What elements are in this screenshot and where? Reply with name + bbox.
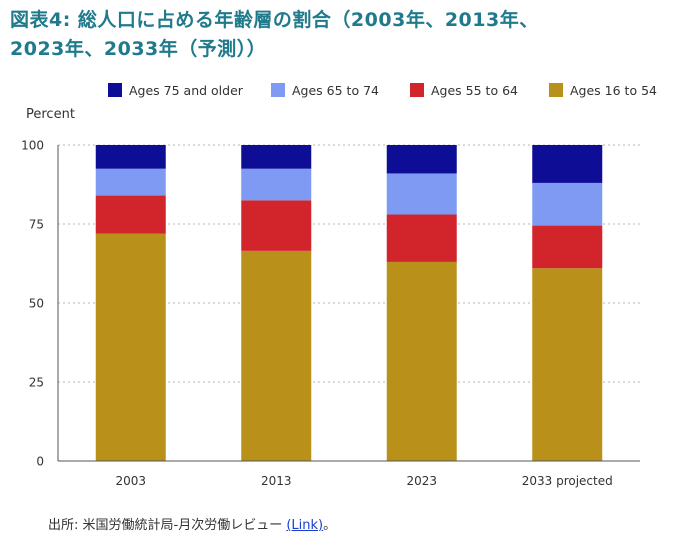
bar-segment xyxy=(532,225,603,269)
source-link[interactable]: (Link) xyxy=(286,518,324,533)
bars xyxy=(95,145,603,461)
source-prefix: 出所: 米国労働統計局-月次労働レビュー xyxy=(48,518,283,533)
x-tick-label: 2003 xyxy=(115,474,146,488)
bar-segment xyxy=(386,145,457,174)
x-tick-label: 2033 projected xyxy=(522,474,613,488)
bar-segment xyxy=(95,195,166,234)
bar-segment xyxy=(95,145,166,169)
bar-segment xyxy=(532,268,603,461)
y-tick-label: 50 xyxy=(29,297,44,311)
bar-segment xyxy=(241,200,312,251)
legend-swatch xyxy=(410,83,424,97)
y-tick-label: 25 xyxy=(29,376,44,390)
legend-label: Ages 16 to 54 xyxy=(570,83,657,98)
y-tick-label: 100 xyxy=(21,139,44,153)
y-tick-label: 0 xyxy=(36,455,44,469)
x-tick-label: 2013 xyxy=(261,474,292,488)
x-tick-label: 2023 xyxy=(406,474,437,488)
chart-area: Ages 75 and older Ages 65 to 74 Ages 55 to… xyxy=(0,70,677,500)
legend-label: Ages 65 to 74 xyxy=(292,83,379,98)
source-suffix: 。 xyxy=(323,518,337,533)
chart-title: 図表4: 総人口に占める年齢層の割合（2003年、2013年、 2023年、20… xyxy=(10,6,670,64)
y-tick-label: 75 xyxy=(29,218,44,232)
bar-segment xyxy=(95,233,166,461)
source-note: 出所: 米国労働統計局-月次労働レビュー (Link)。 xyxy=(48,514,336,533)
bar-segment xyxy=(95,168,166,196)
legend-swatch xyxy=(271,83,285,97)
bar-segment xyxy=(532,145,603,183)
legend: Ages 75 and older Ages 65 to 74 Ages 55 to… xyxy=(108,83,657,98)
legend-label: Ages 55 to 64 xyxy=(431,83,518,98)
bar-segment xyxy=(241,168,312,201)
bar-segment xyxy=(241,250,312,461)
legend-swatch xyxy=(549,83,563,97)
stacked-bar-chart: Ages 75 and older Ages 65 to 74 Ages 55 to… xyxy=(21,83,657,488)
bar-segment xyxy=(386,214,457,262)
chart-title-line1: 図表4: 総人口に占める年齢層の割合（2003年、2013年、 xyxy=(10,9,539,31)
y-axis-label: Percent xyxy=(26,107,75,122)
axes: 0 25 50 75 100 2003 2013 2023 2033 projected xyxy=(21,139,640,488)
bar-segment xyxy=(386,173,457,215)
chart-title-line2: 2023年、2033年（予測）） xyxy=(10,38,267,60)
bar-segment xyxy=(241,145,312,169)
legend-swatch xyxy=(108,83,122,97)
legend-label: Ages 75 and older xyxy=(129,83,244,98)
bar-segment xyxy=(532,182,603,226)
bar-segment xyxy=(386,261,457,461)
